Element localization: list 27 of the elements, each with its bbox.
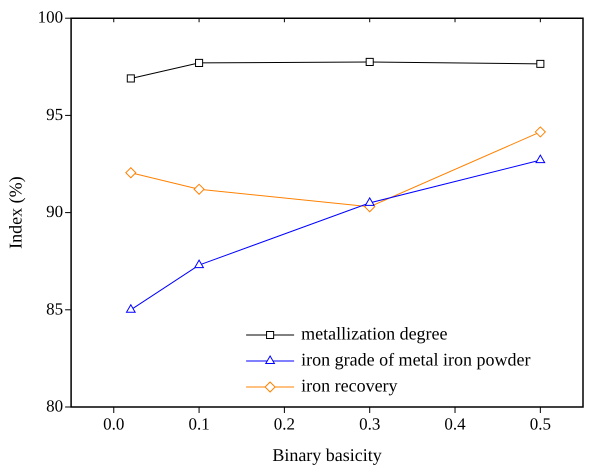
point <box>364 197 375 206</box>
legend-label: iron recovery <box>301 376 398 396</box>
point <box>534 126 546 138</box>
legend-label: iron grade of metal iron powder <box>301 350 531 370</box>
point <box>195 58 204 67</box>
y-tick-label: 85 <box>46 299 64 318</box>
y-tick-label: 95 <box>46 104 64 124</box>
x-tick-label: 0.3 <box>359 414 380 434</box>
point <box>536 154 546 164</box>
point <box>366 58 374 66</box>
x-tick-label: 0.5 <box>530 414 551 434</box>
y-axis-title: Index (%) <box>6 176 26 249</box>
y-tick-label: 80 <box>46 396 64 416</box>
x-tick-label: 0.4 <box>444 414 466 434</box>
y-tick-label: 90 <box>46 202 64 222</box>
x-axis-title: Binary basicity <box>272 444 382 465</box>
legend-label: metallization degree <box>301 324 448 344</box>
y-tick-label: 100 <box>38 8 64 27</box>
point <box>125 167 136 178</box>
x-tick-label: 0.2 <box>274 414 296 434</box>
point <box>194 260 204 268</box>
point <box>194 184 205 195</box>
point <box>536 60 544 68</box>
x-tick-label: 0.1 <box>188 414 210 434</box>
point <box>126 304 136 313</box>
x-tick-label: 0.0 <box>103 414 124 434</box>
point <box>126 74 135 82</box>
